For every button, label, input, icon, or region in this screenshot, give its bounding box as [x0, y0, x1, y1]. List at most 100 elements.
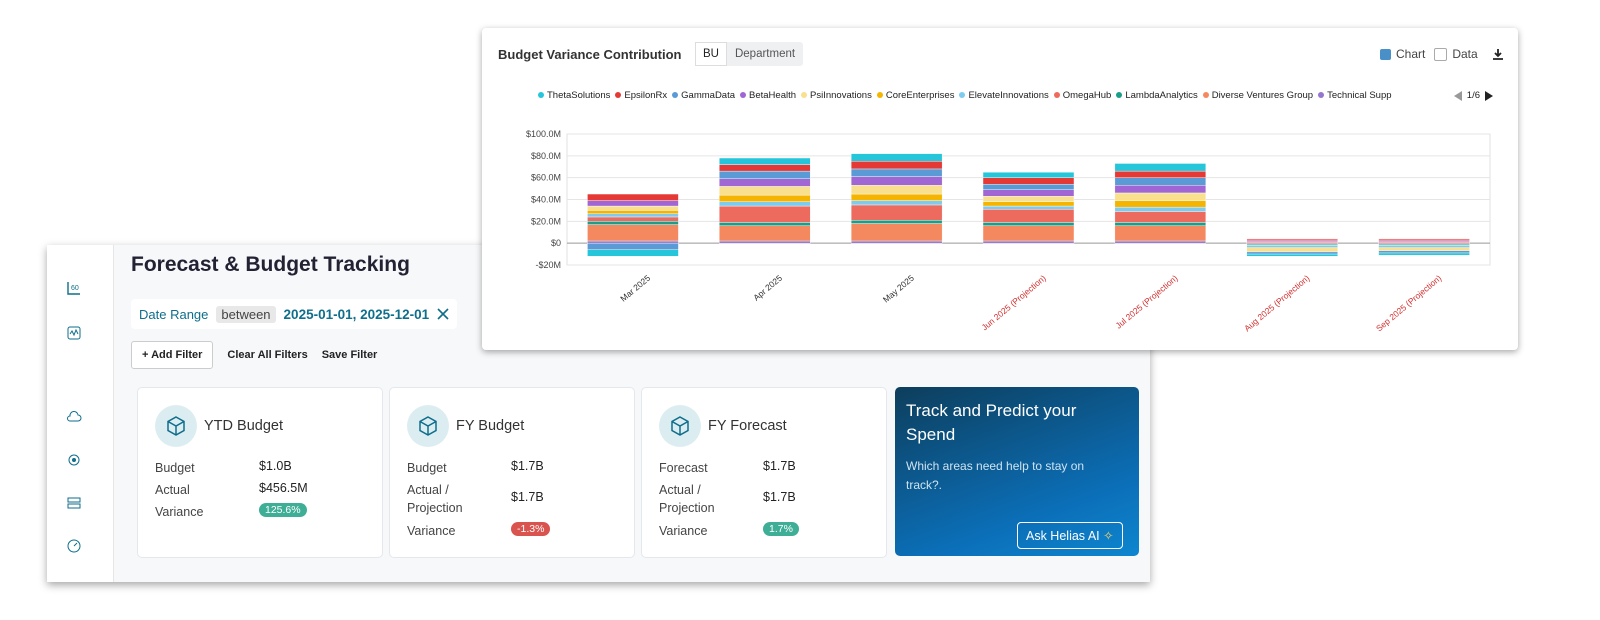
- legend-item: PsiInnovations: [801, 90, 872, 101]
- legend-item: OmegaHub: [1053, 90, 1112, 101]
- bar-segment: [1246, 248, 1338, 253]
- bar-segment: [850, 220, 943, 224]
- x-tick-label: Apr 2025: [751, 273, 784, 303]
- legend-swatch: [1202, 92, 1209, 98]
- save-filter-button[interactable]: Save Filter: [321, 349, 378, 361]
- bar-segment: [719, 222, 811, 226]
- bar-segment: [982, 225, 1075, 242]
- legend-item: Technical Supp: [1318, 90, 1392, 101]
- bar-segment: [1114, 211, 1207, 223]
- card-icon: [407, 405, 449, 447]
- legend-label: Diverse Ventures Group: [1211, 90, 1314, 101]
- nav-icon[interactable]: [66, 538, 82, 554]
- sidebar: 60: [47, 245, 114, 582]
- promo-text: Which areas need help to stay on track?.: [906, 459, 1085, 492]
- variance-badge: -1.3%: [511, 522, 551, 536]
- legend-swatch: [672, 92, 679, 98]
- ask-ai-button[interactable]: Ask Helias AI ✧: [1017, 522, 1123, 549]
- legend-swatch: [1318, 92, 1325, 98]
- toggle-label: Chart: [1396, 47, 1426, 61]
- x-tick-label: Jun 2025 (Projection): [979, 273, 1047, 333]
- filter-chip[interactable]: Date Range between 2025-01-01, 2025-12-0…: [131, 299, 458, 329]
- row-label: Budget: [155, 461, 195, 475]
- bar-segment: [719, 186, 811, 196]
- cube-icon: [671, 416, 689, 436]
- bar-segment: [1114, 185, 1207, 194]
- bar-segment: [719, 170, 811, 179]
- bar-segment: [719, 205, 811, 223]
- legend-pager: 1/6: [1453, 90, 1493, 101]
- filter-field: Date Range: [139, 306, 209, 322]
- row-label: Actual: [155, 483, 190, 497]
- nav-icon[interactable]: [66, 325, 82, 341]
- bar-segment: [850, 168, 943, 177]
- bar-segment: [982, 240, 1075, 244]
- chart-card: -$20M $0 $20.0M $40.0M $60.0M $80.0M $100.0M Ma…: [482, 28, 1518, 350]
- bar-segment: [1114, 240, 1207, 244]
- card-icon: [155, 405, 197, 447]
- add-filter-button[interactable]: + Add Filter: [131, 341, 214, 369]
- filter-actions: + Add Filter Clear All Filters Save Filt…: [131, 341, 377, 369]
- nav-icon[interactable]: 60: [66, 280, 82, 296]
- checkbox[interactable]: [1434, 47, 1448, 61]
- checkbox[interactable]: [1380, 48, 1391, 60]
- bar-segment: [719, 240, 811, 244]
- y-tick-label: $20.0M: [531, 216, 561, 226]
- download-icon[interactable]: [1491, 48, 1505, 61]
- bar-segment: [587, 210, 679, 214]
- clear-filters-button[interactable]: Clear All Filters: [227, 349, 308, 361]
- page-title: Forecast & Budget Tracking: [131, 253, 410, 276]
- bar-segment: [587, 240, 679, 244]
- legend-label: OmegaHub: [1062, 90, 1112, 101]
- row-label: Actual / Projection: [407, 483, 463, 515]
- bar-segment: [1114, 170, 1207, 178]
- bar-segment: [719, 157, 811, 165]
- prev-page[interactable]: [1453, 90, 1462, 101]
- legend-item: LambdaAnalytics: [1116, 90, 1198, 101]
- legend-label: LambdaAnalytics: [1125, 90, 1198, 101]
- y-tick-label: $80.0M: [531, 151, 561, 161]
- tab[interactable]: BU: [695, 42, 727, 66]
- nav-icon[interactable]: [66, 409, 82, 425]
- cube-icon: [167, 416, 185, 436]
- legend-swatch: [801, 92, 808, 98]
- bar-segment: [982, 222, 1075, 226]
- pager-text: 1/6: [1466, 90, 1480, 101]
- legend-item: GammaData: [672, 90, 735, 101]
- bar-segment: [1378, 248, 1470, 252]
- next-page[interactable]: [1485, 90, 1493, 101]
- bar-segment: [587, 242, 679, 250]
- row-value: $1.0B: [259, 459, 292, 473]
- legend-label: EpsilonRx: [624, 90, 668, 101]
- x-tick-label: Sep 2025 (Projection): [1374, 273, 1444, 334]
- row-label: Budget: [407, 461, 447, 475]
- x-tick-label: May 2025: [881, 273, 916, 305]
- legend-label: ElevateInnovations: [968, 90, 1049, 101]
- row-label: Actual / Projection: [659, 483, 715, 515]
- promo-title: Track and Predict your Spend: [906, 401, 1077, 444]
- remove-icon[interactable]: [437, 308, 449, 320]
- nav-icon[interactable]: [66, 452, 82, 468]
- bar-segment: [850, 223, 943, 242]
- row-label: Variance: [659, 524, 708, 538]
- bar-segment: [719, 225, 811, 242]
- legend-label: Technical Supp: [1327, 90, 1392, 101]
- bar-segment: [982, 205, 1075, 210]
- view-toggles: Chart Data: [1380, 47, 1505, 61]
- bar-segment: [1114, 200, 1207, 208]
- nav-icon[interactable]: [66, 495, 82, 511]
- bar-segment: [850, 193, 943, 201]
- tab[interactable]: Department: [734, 48, 796, 60]
- bar-segment: [982, 172, 1075, 178]
- bar-segment: [1114, 206, 1207, 212]
- card-title: FY Budget: [456, 418, 525, 434]
- bar-segment: [982, 189, 1075, 197]
- bar-segment: [719, 201, 811, 207]
- bar-segment: [1378, 238, 1470, 241]
- bar-segment: [1246, 245, 1338, 248]
- bar-segment: [587, 213, 679, 218]
- ask-ai-label: Ask Helias AI: [1026, 529, 1100, 543]
- svg-text:60: 60: [71, 285, 79, 292]
- bar-segment: [719, 178, 811, 187]
